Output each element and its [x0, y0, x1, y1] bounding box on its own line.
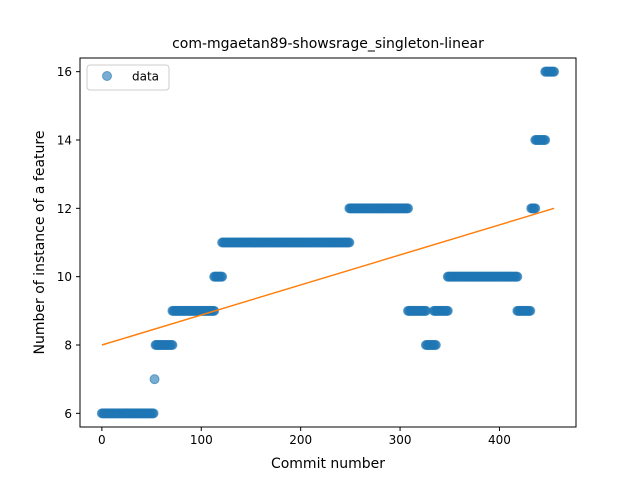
y-axis-label: Number of instance of a feature: [32, 131, 48, 355]
data-point: [217, 271, 228, 282]
plot-frame: [79, 57, 577, 428]
fit-line: [101, 207, 555, 346]
x-tick-label: 300: [389, 433, 412, 447]
data-point: [430, 340, 441, 350]
data-point: [525, 305, 536, 316]
y-tick-label: 8: [64, 339, 72, 353]
data-point: [344, 237, 355, 248]
y-tick-label: 12: [57, 202, 72, 216]
fit-line-group: [101, 207, 555, 346]
y-tick-label: 6: [64, 407, 72, 421]
x-tick-label: 200: [289, 433, 312, 447]
data-point: [403, 203, 414, 214]
data-point: [549, 66, 560, 77]
y-tick-label: 14: [57, 134, 72, 148]
chart-title: com-mgaetan89-showsrage_singleton-linear: [172, 36, 484, 52]
x-axis-label: Commit number: [271, 456, 385, 472]
data-points: [96, 66, 560, 419]
y-tick-label: 16: [57, 65, 72, 79]
legend-label-data: data: [132, 70, 159, 84]
legend: data: [86, 64, 170, 91]
x-tick-label: 100: [190, 433, 213, 447]
x-axis-ticks: 0 100 200 300 400: [98, 427, 511, 447]
data-point: [149, 374, 160, 385]
x-tick-label: 400: [488, 433, 511, 447]
x-tick-label: 0: [98, 433, 106, 447]
data-point: [512, 271, 523, 282]
legend-marker-data: [102, 71, 112, 81]
data-point: [148, 408, 159, 419]
data-point: [540, 135, 551, 145]
y-tick-label: 10: [57, 270, 72, 284]
data-point: [442, 305, 453, 316]
data-point: [167, 340, 178, 350]
y-axis-ticks: 6 8 10 12 14 16: [57, 65, 80, 421]
data-point: [530, 203, 541, 214]
